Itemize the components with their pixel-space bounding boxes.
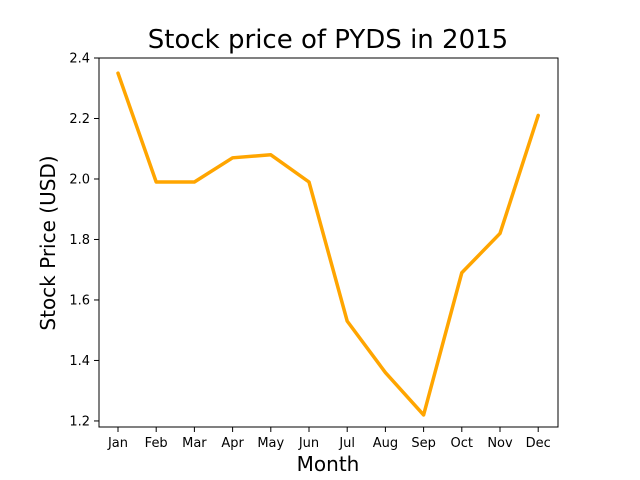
y-axis-ticks: 1.2 1.4 1.6 1.8 2.0 2.2 2.4: [69, 52, 99, 429]
y-tick-label: 1.6: [69, 293, 90, 308]
y-tick-label: 1.2: [69, 414, 90, 429]
x-tick-label: Sep: [411, 436, 436, 451]
x-tick-label: Jun: [298, 436, 319, 451]
x-tick-label: Aug: [373, 436, 398, 451]
y-axis-label: Stock Price (USD): [36, 155, 60, 330]
x-tick-label: Dec: [526, 436, 551, 451]
x-tick-label: Nov: [487, 436, 513, 451]
price-line: [116, 71, 540, 417]
x-tick-label: Oct: [451, 436, 473, 451]
y-tick-label: 1.4: [69, 354, 90, 369]
plot-area: [98, 57, 559, 428]
y-tick-label: 2.0: [69, 172, 90, 187]
y-tick-label: 2.4: [69, 52, 90, 67]
series-layer: [116, 71, 540, 417]
x-axis-ticks: Jan Feb Mar Apr May Jun Jul Aug Sep Oct Nov Dec: [107, 427, 551, 451]
y-tick-label: 2.2: [69, 112, 90, 127]
chart-title: Stock price of PYDS in 2015: [148, 25, 508, 55]
x-tick-label: Mar: [182, 436, 207, 451]
x-tick-label: Apr: [221, 436, 244, 451]
plot-frame: [98, 57, 559, 428]
x-tick-label: May: [257, 436, 284, 451]
x-axis-label: Month: [297, 452, 360, 476]
x-tick-label: Jul: [338, 436, 355, 451]
y-tick-label: 1.8: [69, 233, 90, 248]
x-tick-label: Feb: [145, 436, 168, 451]
x-tick-label: Jan: [107, 436, 128, 451]
